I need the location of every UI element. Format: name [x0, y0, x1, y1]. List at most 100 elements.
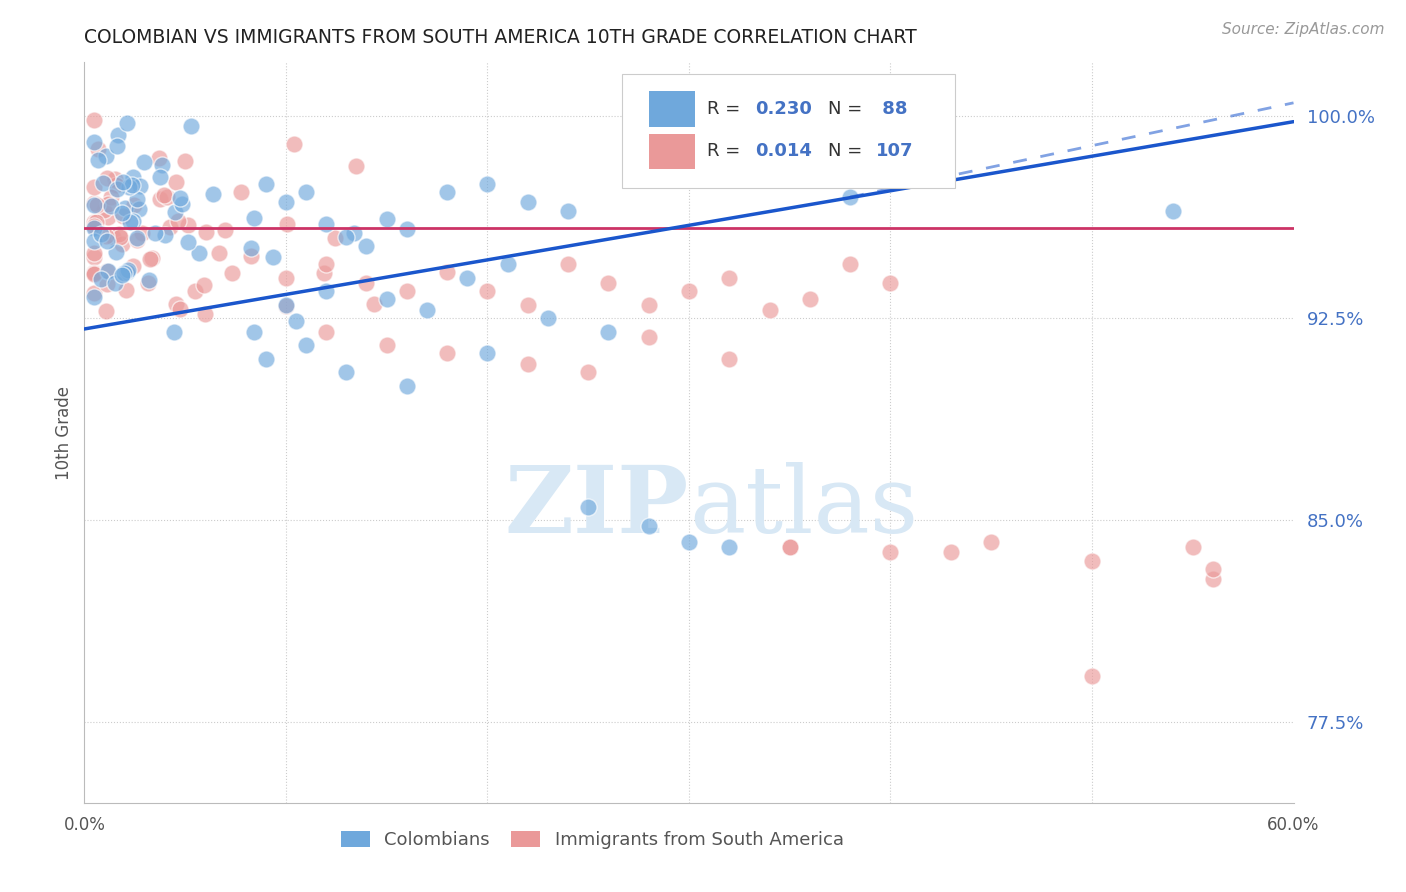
Point [83, 112, 105, 127]
Point [176, 218, 198, 232]
Point [104, 276, 127, 290]
Point [342, 226, 364, 240]
Point [516, 298, 538, 312]
Point [90, 271, 112, 285]
Point [221, 266, 243, 280]
Text: N =: N = [828, 100, 868, 118]
Point [141, 251, 163, 265]
Point [395, 222, 418, 236]
Point [131, 227, 153, 241]
Point [325, 231, 347, 245]
Point [120, 214, 142, 228]
Point [1181, 540, 1204, 554]
Point [165, 297, 187, 311]
Point [100, 190, 122, 204]
Point [201, 186, 224, 201]
Point [315, 325, 337, 339]
Point [274, 195, 297, 210]
Point [295, 338, 318, 352]
Text: 0.014: 0.014 [755, 143, 813, 161]
Point [139, 252, 162, 267]
Text: 107: 107 [876, 143, 914, 161]
Point [1161, 203, 1184, 218]
Point [718, 270, 741, 285]
Text: ZIP: ZIP [505, 462, 689, 551]
Point [96, 234, 118, 248]
Point [128, 202, 150, 216]
Point [477, 346, 499, 360]
Point [115, 283, 138, 297]
Point [150, 158, 173, 172]
Point [363, 297, 385, 311]
Point [163, 325, 186, 339]
Point [416, 303, 439, 318]
Point [254, 177, 277, 191]
Point [576, 365, 599, 379]
Point [436, 265, 458, 279]
Point [83, 198, 105, 212]
Point [779, 540, 801, 554]
Point [375, 293, 398, 307]
Point [86, 214, 108, 228]
Point [104, 178, 127, 192]
Text: 0.230: 0.230 [755, 100, 813, 118]
Point [557, 257, 579, 271]
Point [335, 365, 357, 379]
Point [100, 199, 122, 213]
Legend: Colombians, Immigrants from South America: Colombians, Immigrants from South Americ… [333, 824, 851, 856]
Point [96, 228, 118, 243]
Point [193, 278, 215, 293]
Point [537, 311, 560, 326]
Point [598, 276, 620, 290]
Point [105, 181, 128, 195]
Point [194, 225, 217, 239]
Point [169, 190, 191, 204]
Point [173, 153, 195, 168]
Point [295, 185, 318, 199]
Point [243, 211, 266, 225]
Point [87, 153, 110, 167]
Point [980, 534, 1002, 549]
Point [637, 518, 659, 533]
Point [159, 219, 181, 234]
Point [97, 263, 120, 277]
Text: Source: ZipAtlas.com: Source: ZipAtlas.com [1222, 22, 1385, 37]
Point [96, 304, 118, 318]
Point [108, 230, 131, 244]
Point [436, 185, 458, 199]
Text: N =: N = [828, 143, 868, 161]
Point [97, 196, 120, 211]
Point [839, 257, 862, 271]
Point [93, 203, 115, 218]
Point [104, 172, 127, 186]
Point [240, 249, 263, 263]
Point [274, 299, 297, 313]
Point [83, 265, 105, 279]
Point [115, 265, 138, 279]
Point [231, 185, 253, 199]
Point [779, 540, 801, 554]
Point [138, 276, 160, 290]
Text: R =: R = [707, 100, 747, 118]
Point [208, 245, 231, 260]
Point [129, 178, 152, 193]
Point [375, 338, 398, 352]
Point [799, 293, 821, 307]
Point [125, 233, 148, 247]
Point [1081, 553, 1104, 567]
Point [125, 192, 148, 206]
FancyBboxPatch shape [650, 91, 695, 127]
Point [242, 325, 264, 339]
Point [356, 238, 378, 252]
Point [83, 221, 105, 235]
Point [143, 226, 166, 240]
Point [101, 230, 124, 244]
Point [83, 219, 105, 233]
Point [315, 257, 337, 271]
Point [83, 196, 105, 211]
Point [96, 171, 118, 186]
Point [83, 246, 105, 260]
Point [163, 205, 186, 219]
Point [121, 178, 143, 193]
Point [718, 540, 741, 554]
